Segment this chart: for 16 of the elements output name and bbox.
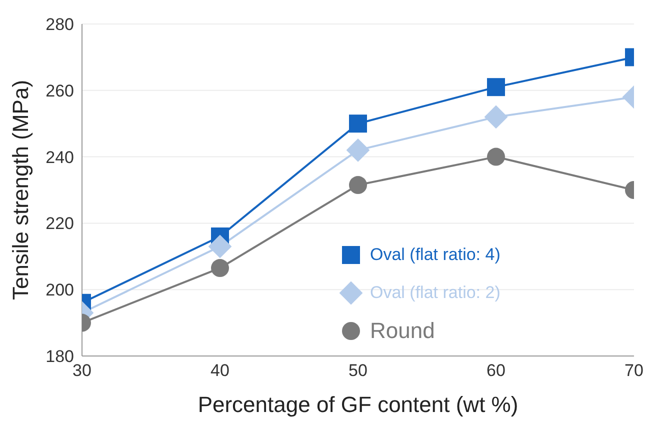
y-tick-label: 200 — [46, 280, 74, 300]
y-tick-label: 220 — [46, 214, 74, 234]
x-tick-label: 50 — [348, 361, 368, 380]
legend-label: Oval (flat ratio: 4) — [370, 245, 500, 265]
x-tick-label: 40 — [210, 361, 230, 380]
y-tick-label: 240 — [46, 148, 74, 167]
y-tick-label: 260 — [46, 81, 74, 100]
y-tick-label: 180 — [46, 347, 74, 366]
x-tick-label: 60 — [486, 361, 506, 380]
legend-label: Oval (flat ratio: 2) — [370, 283, 500, 303]
x-tick-label: 30 — [72, 361, 92, 380]
y-axis-title: Tensile strength (MPa) — [8, 80, 33, 300]
y-tick-label: 280 — [46, 15, 74, 34]
x-tick-label: 70 — [624, 361, 644, 380]
legend-label: Round — [370, 318, 435, 344]
x-axis-title: Percentage of GF content (wt %) — [198, 392, 518, 417]
